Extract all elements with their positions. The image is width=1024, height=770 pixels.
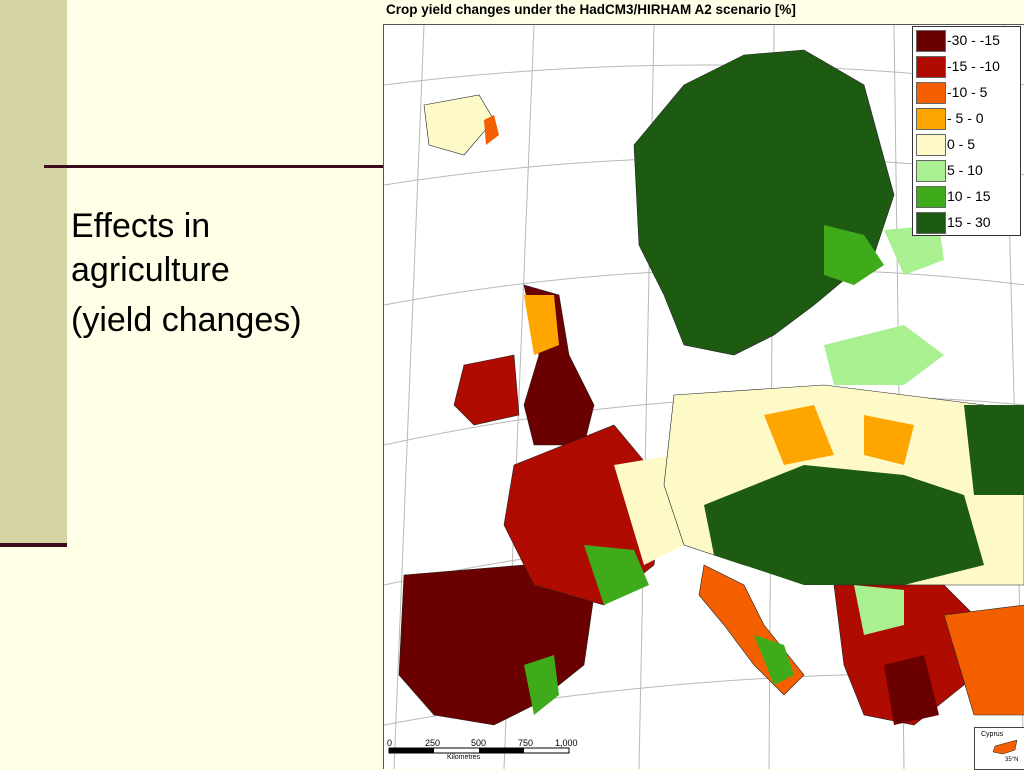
legend-item: -10 - 5 (913, 79, 1020, 105)
cyprus-label: Cyprus (981, 731, 1004, 738)
scale-bar: 0 250 500 750 1,000 Kilometres (387, 738, 587, 764)
legend-swatch (916, 30, 946, 52)
legend-item: 10 - 15 (913, 183, 1020, 209)
slide-title-line: agriculture (71, 251, 230, 290)
slide-title: Effects in agriculture (yield changes) (71, 204, 371, 343)
scale-tick-label: 250 (425, 738, 441, 748)
scale-unit: Kilometres (447, 754, 481, 761)
legend-swatch (916, 212, 946, 234)
legend-label: 0 - 5 (947, 136, 976, 152)
scale-tick-label: 1,000 (555, 738, 578, 748)
legend-swatch (916, 134, 946, 156)
legend-swatch (916, 56, 946, 78)
europe-map-graphic (384, 25, 1024, 769)
legend-swatch (916, 160, 946, 182)
legend-item: 5 - 10 (913, 157, 1020, 183)
legend-label: 10 - 15 (947, 188, 991, 204)
legend-item: -30 - -15 (913, 27, 1020, 53)
legend-swatch (916, 108, 946, 130)
legend-swatch (916, 186, 946, 208)
cyprus-shape (992, 739, 1018, 755)
scale-bar-graphic (388, 747, 570, 754)
legend-item: 0 - 5 (913, 131, 1020, 157)
map-legend: -30 - -15 -15 - -10 -10 - 5 - 5 - 0 0 - … (912, 26, 1021, 236)
scale-tick-label: 500 (471, 738, 487, 748)
legend-label: 5 - 10 (947, 162, 983, 178)
title-rule (44, 165, 384, 168)
legend-label: -30 - -15 (947, 32, 1000, 48)
legend-swatch (916, 82, 946, 104)
latitude-label: 35°N (1005, 757, 1019, 763)
legend-label: 15 - 30 (947, 214, 991, 230)
scale-tick-label: 750 (518, 738, 534, 748)
legend-label: - 5 - 0 (947, 110, 984, 126)
slide-title-line: Effects in (71, 207, 211, 245)
map-title: Crop yield changes under the HadCM3/HIRH… (386, 2, 796, 17)
cyprus-inset: Cyprus 35°N (974, 727, 1024, 770)
side-band (0, 0, 67, 545)
legend-label: -10 - 5 (947, 84, 988, 100)
legend-item: 15 - 30 (913, 209, 1020, 235)
side-band-rule (0, 543, 67, 547)
legend-item: - 5 - 0 (913, 105, 1020, 131)
legend-label: -15 - -10 (947, 58, 1000, 74)
legend-item: -15 - -10 (913, 53, 1020, 79)
slide-title-line: (yield changes) (71, 301, 302, 340)
scale-tick-label: 0 (387, 738, 393, 748)
